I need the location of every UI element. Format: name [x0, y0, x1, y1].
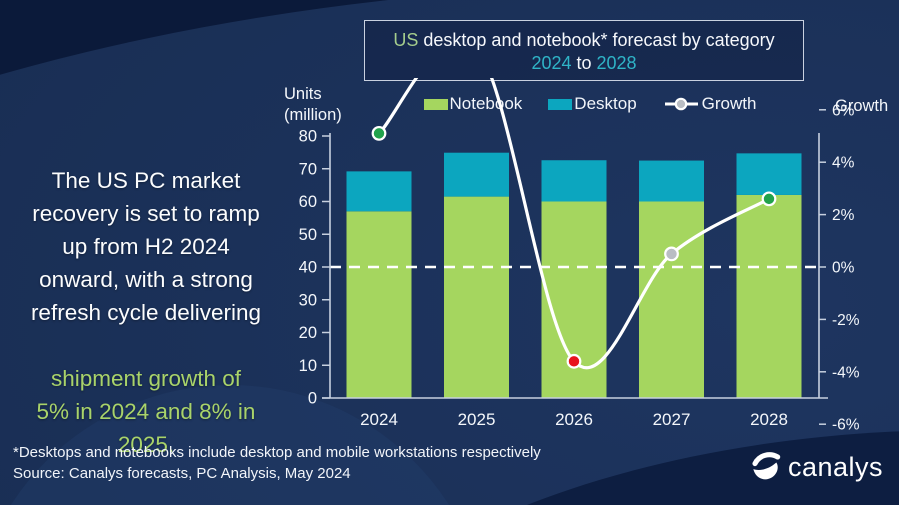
x-axis-label-2024: 2024: [360, 410, 398, 429]
notebook-swatch-icon: [423, 98, 448, 110]
right-tick-label: 0%: [832, 260, 855, 277]
bar-desktop-2027: [639, 160, 704, 202]
title-line1-rest: desktop and notebook* forecast by catego…: [418, 30, 775, 50]
left-tick-label: 60: [299, 193, 317, 211]
left-tick-label: 80: [299, 128, 317, 146]
chart-svg: 01020304050607080-10%-8%-6%-4%-2%0%2%4%6…: [284, 0, 888, 486]
bar-desktop-2026: [541, 160, 607, 202]
left-tick-label: 0: [308, 390, 317, 408]
growth-marker-2024: [371, 125, 387, 141]
legend-notebook-label: Notebook: [449, 94, 523, 113]
legend-item-notebook: Notebook: [423, 94, 523, 114]
legend-item-growth: Growth: [663, 94, 757, 114]
commentary-highlight-text: shipment growth of 5% in 2024 and 8% in …: [36, 366, 256, 457]
bar-desktop-2028: [736, 153, 802, 195]
title-accent-us: US: [393, 30, 419, 50]
commentary-white-text: The US PC market recovery is set to ramp…: [30, 168, 262, 325]
right-tick-label: 4%: [832, 155, 855, 172]
growth-marker-2026: [566, 353, 582, 369]
desktop-swatch-icon: [548, 98, 573, 110]
x-axis-label-2028: 2028: [750, 410, 788, 429]
x-axis-label-2027: 2027: [653, 410, 691, 429]
canalys-logo-icon: [752, 452, 781, 480]
chart-title-line2: 2024 to 2028: [365, 52, 803, 75]
x-axis-label-2025: 2025: [458, 410, 496, 429]
left-tick-label: 20: [299, 324, 317, 342]
bar-notebook-2027: [639, 201, 704, 398]
chart-legend: Notebook Desktop Growth: [350, 92, 830, 116]
footnotes: *Desktops and notebooks include desktop …: [13, 442, 541, 484]
left-tick-label: 70: [299, 160, 317, 178]
bar-desktop-2024: [346, 171, 412, 212]
chart-title-line1: US desktop and notebook* forecast by cat…: [365, 29, 803, 52]
left-tick-label: 50: [299, 226, 317, 244]
bar-notebook-2025: [444, 196, 509, 398]
commentary-text: The US PC market recovery is set to ramp…: [8, 131, 284, 494]
footnote-definition: *Desktops and notebooks include desktop …: [13, 444, 541, 461]
legend-item-desktop: Desktop: [548, 94, 637, 114]
footnote-source: Source: Canalys forecasts, PC Analysis, …: [13, 465, 351, 482]
left-tick-label: 40: [299, 259, 317, 277]
bar-notebook-2028: [736, 194, 802, 398]
bar-desktop-2025: [444, 152, 509, 197]
chart-area: 01020304050607080-10%-8%-6%-4%-2%0%2%4%6…: [280, 0, 892, 486]
right-tick-label: -6%: [832, 417, 860, 434]
title-year-end: 2028: [596, 53, 637, 73]
x-axis-label-2026: 2026: [555, 410, 593, 429]
growth-marker-2028: [761, 191, 777, 207]
right-tick-label: 2%: [832, 207, 855, 224]
right-tick-label: -4%: [832, 364, 860, 381]
title-year-start: 2024: [531, 53, 572, 73]
canalys-logo-text: canalys: [788, 452, 884, 482]
left-tick-label: 30: [299, 291, 317, 309]
chart-title-box: US desktop and notebook* forecast by cat…: [364, 20, 804, 81]
right-tick-label: -2%: [832, 312, 860, 329]
left-axis-title-line2: (million): [284, 106, 342, 124]
legend-growth-label: Growth: [701, 94, 757, 113]
growth-marker-2027: [664, 246, 679, 262]
canalys-logo: canalys: [750, 452, 883, 483]
right-axis-title: Growth: [835, 97, 888, 115]
right-tick-label: 6%: [832, 102, 855, 119]
title-to-word: to: [571, 53, 597, 73]
growth-line-marker-icon: [664, 97, 698, 111]
bar-notebook-2024: [346, 211, 412, 398]
legend-desktop-label: Desktop: [574, 94, 637, 113]
left-axis-title-line1: Units: [284, 85, 322, 103]
left-tick-label: 10: [299, 357, 317, 375]
